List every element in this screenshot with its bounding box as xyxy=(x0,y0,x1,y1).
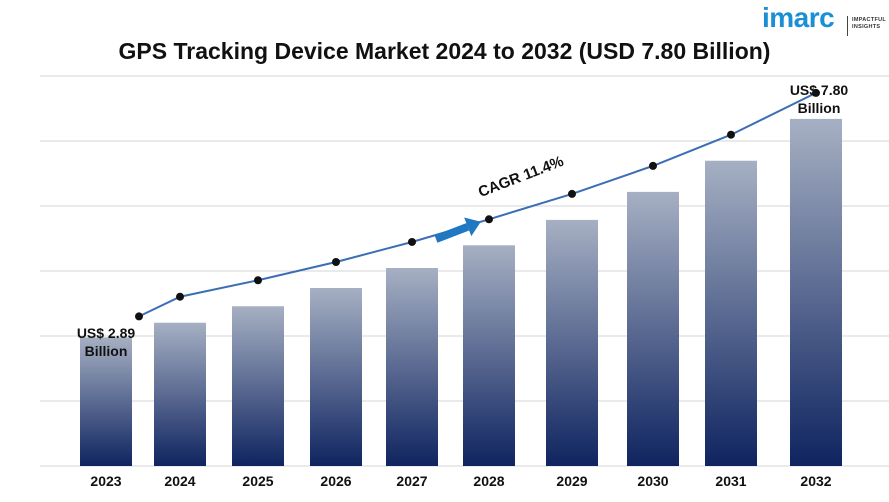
end-value-line-2: Billion xyxy=(797,100,841,116)
x-tick-2028: 2028 xyxy=(473,473,504,489)
end-value-line-1: US$ 7.80 xyxy=(789,82,849,98)
bar-2023 xyxy=(80,337,132,466)
bar-2025 xyxy=(232,306,284,466)
logo-wordmark: imarc xyxy=(762,2,835,33)
logo-tagline-line-1: IMPACTFUL xyxy=(852,17,887,23)
trend-point-2025 xyxy=(254,276,262,285)
end-value-annotation: US$ 7.80 Billion xyxy=(779,81,859,117)
cagr-arrow xyxy=(434,217,481,243)
bar-2030 xyxy=(627,191,679,466)
x-tick-2025: 2025 xyxy=(242,473,273,489)
x-axis-ticks: 2023 2024 2025 2026 2027 2028 2029 2030 2031 2032 xyxy=(90,473,831,489)
start-value-line-2: Billion xyxy=(84,343,128,359)
start-value-annotation: US$ 2.89 Billion xyxy=(66,324,146,360)
trend-point-2023 xyxy=(135,312,143,321)
logo-divider xyxy=(847,16,848,36)
trend-point-2029 xyxy=(568,189,576,198)
imarc-logo: imarc IMPACTFUL INSIGHTS xyxy=(762,2,887,39)
logo-tagline: IMPACTFUL INSIGHTS xyxy=(852,17,886,31)
logo-tagline-line-2: INSIGHTS xyxy=(852,24,881,30)
trend-point-2027 xyxy=(408,237,416,246)
start-value-line-1: US$ 2.89 xyxy=(76,325,136,341)
x-tick-2029: 2029 xyxy=(556,473,587,489)
x-tick-2032: 2032 xyxy=(800,473,831,489)
bar-2024 xyxy=(154,322,206,466)
x-tick-2026: 2026 xyxy=(320,473,351,489)
x-tick-2030: 2030 xyxy=(637,473,668,489)
trend-point-2026 xyxy=(332,258,340,266)
bar-2026 xyxy=(310,288,362,466)
x-tick-2023: 2023 xyxy=(90,473,121,489)
trend-point-2032 xyxy=(812,88,820,97)
chart-title: GPS Tracking Device Market 2024 to 2032 … xyxy=(118,38,771,64)
cagr-arrow-icon xyxy=(434,217,481,243)
bar-2028 xyxy=(463,245,515,466)
trend-point-2031 xyxy=(727,130,735,139)
x-tick-2027: 2027 xyxy=(396,473,427,489)
trend-point-2030 xyxy=(649,161,657,170)
x-tick-2031: 2031 xyxy=(715,473,746,489)
trend-point-2028 xyxy=(485,215,493,224)
bar-2029 xyxy=(546,219,598,466)
bar-2031 xyxy=(705,160,757,467)
x-tick-2024: 2024 xyxy=(164,473,195,489)
trend-point-2024 xyxy=(176,292,184,301)
bar-2027 xyxy=(386,267,438,466)
bar-2032 xyxy=(790,118,842,467)
bars xyxy=(80,118,842,467)
